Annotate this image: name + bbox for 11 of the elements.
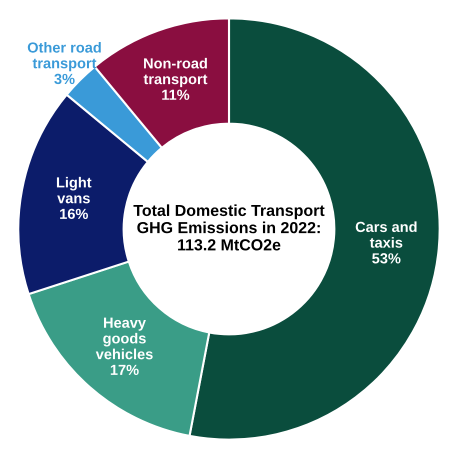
data-label: 16% bbox=[60, 208, 88, 220]
slice-label: Other road transport bbox=[28, 42, 101, 72]
slice-label: Non-road transport bbox=[144, 58, 208, 88]
text: Total Domestic Transport GHG Emissions in 2022: 113.2 MtCO2e bbox=[133, 204, 325, 251]
slice-label: Light vans bbox=[56, 176, 92, 204]
data-label: 17% bbox=[110, 364, 139, 376]
data-label: 11% bbox=[162, 90, 190, 100]
slice-label: Heavy goods vehicles bbox=[96, 318, 153, 360]
data-label: 3% bbox=[54, 74, 75, 84]
data-label: 53% bbox=[372, 253, 401, 264]
slice-label: Cars and taxis bbox=[356, 221, 417, 248]
